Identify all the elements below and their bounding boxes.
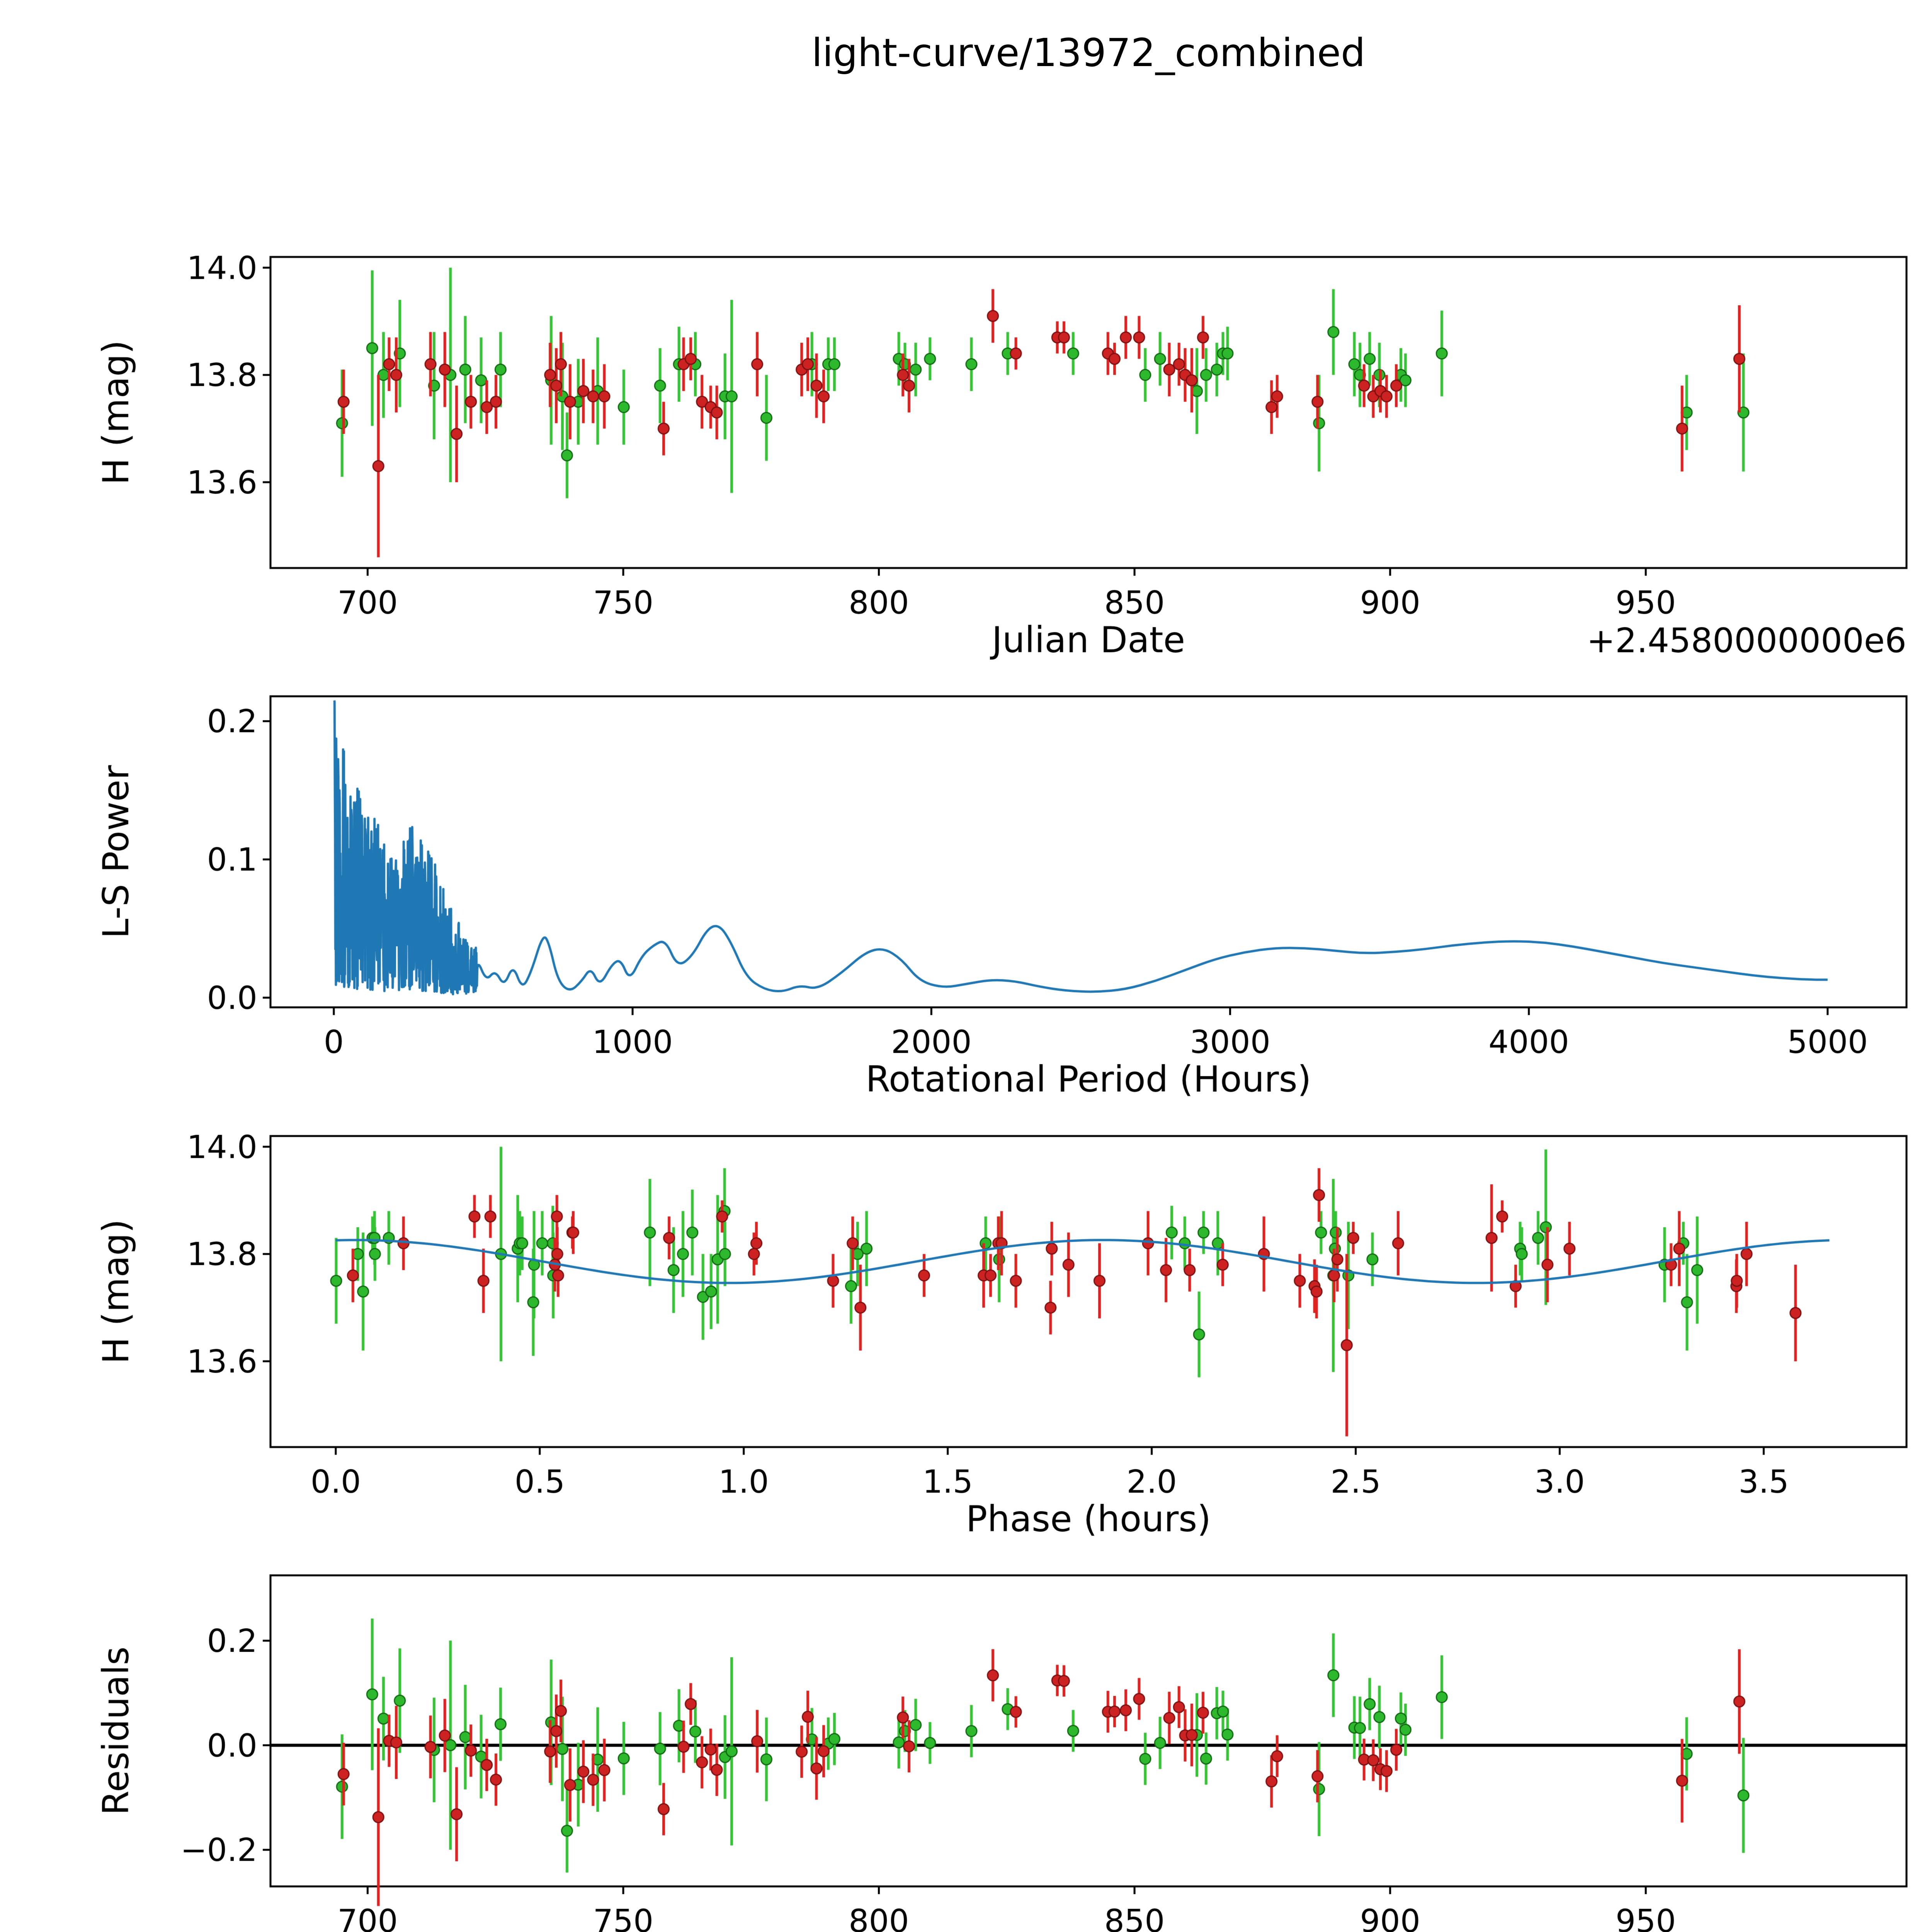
figure-title: light-curve/13972_combined	[811, 30, 1366, 75]
